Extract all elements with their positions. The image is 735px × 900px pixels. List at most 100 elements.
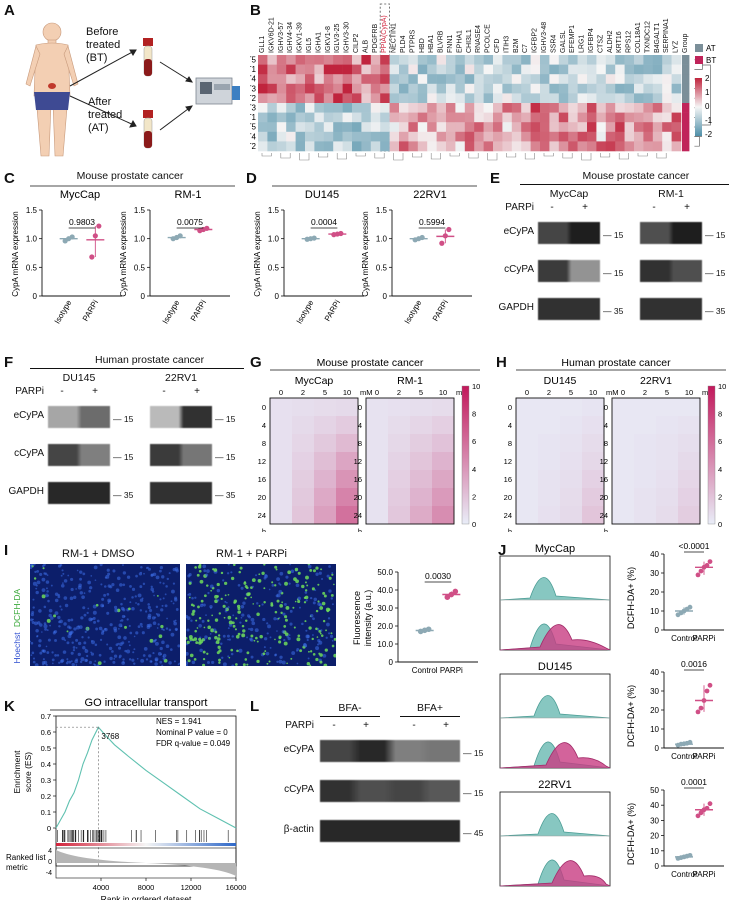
heatmap-cell (560, 398, 583, 417)
heatmap-cell (538, 506, 561, 525)
heatmap-cell (605, 83, 616, 94)
heatmap-cell (446, 131, 456, 142)
group-cell (682, 131, 690, 142)
panel-letter-j: J (498, 542, 507, 559)
cell-dot (277, 617, 280, 620)
cell-dot (227, 606, 230, 609)
heatmap-cell (511, 74, 522, 85)
cell-dot (262, 617, 266, 622)
x-tick-label: PARPi (431, 298, 450, 323)
cell-dot (151, 616, 156, 620)
heatmap-cell (538, 398, 561, 417)
cell-dot (283, 625, 287, 628)
cell-dot (99, 564, 103, 567)
cell-dot (31, 651, 35, 655)
x-tick-label: Control (412, 666, 438, 675)
heatmap-cell (427, 131, 437, 142)
heatmap-cell (624, 55, 635, 65)
cell-dot (293, 626, 296, 629)
heatmap-cell (483, 141, 494, 152)
heatmap-cell (568, 112, 578, 123)
y-tick-label: 40 (650, 668, 659, 677)
dendrogram-branch (336, 153, 347, 160)
cell-dot (319, 606, 324, 610)
heatmap-cell (380, 103, 390, 113)
heatmap-cell (270, 434, 293, 453)
heatmap-cell (314, 74, 325, 85)
time-label: 4 (508, 421, 512, 430)
cell-dot (331, 603, 334, 606)
cell-dot (333, 583, 335, 586)
gene-label: IGKV1-8 (325, 26, 332, 53)
gene-label: GALSL (560, 30, 567, 53)
cell-dot (103, 660, 106, 663)
heatmap-cell (361, 131, 372, 142)
data-point (698, 568, 704, 574)
heatmap-cell (493, 103, 503, 113)
cell-dot (123, 597, 126, 601)
plus-label: + (194, 386, 200, 397)
cell-dot (263, 637, 268, 641)
heatmap-cell (605, 55, 616, 65)
group-cell (682, 83, 690, 94)
heatmap-cell (605, 74, 616, 85)
heatmap-cell (596, 103, 607, 113)
gene-label: TXNDC12 (644, 21, 651, 53)
cell-dot (330, 632, 333, 635)
cell-dot (34, 663, 39, 666)
y-axis-label-top-1: Enrichment (12, 750, 22, 794)
heatmap-cell (436, 103, 447, 113)
y-axis-label-2: intensity (a.u.) (363, 590, 373, 647)
cell-dot (320, 577, 324, 580)
heatmap-cell (305, 141, 315, 152)
flow-histogram-control (499, 695, 611, 719)
heatmap-cell (295, 64, 306, 75)
heatmap-cell (624, 64, 635, 75)
heatmap-cell (502, 112, 513, 123)
blot-row-label: GAPDH (8, 486, 44, 497)
heatmap-cell (671, 83, 682, 94)
dendrogram-branch (581, 153, 592, 161)
heatmap-cell (612, 506, 635, 525)
color-scale-tick: 4 (718, 465, 722, 474)
heatmap-cell (323, 55, 334, 65)
metric-tick-label: 4 (48, 848, 52, 855)
heatmap-cell (432, 452, 455, 471)
gene-label: ALDH2 (607, 30, 614, 53)
heatmap-cell (568, 64, 578, 75)
heatmap-cell (493, 83, 503, 94)
heatmap-cell (582, 416, 605, 435)
heatmap-cell (464, 74, 475, 85)
x-tick-label: PARPi (693, 870, 716, 879)
heatmap-cell (560, 452, 583, 471)
heatmap-cell (568, 93, 578, 104)
cell-dot (48, 608, 53, 613)
gene-label: LYZ (673, 40, 680, 53)
shorts-icon (34, 92, 70, 110)
heatmap-cell (436, 93, 447, 104)
cell-dot (235, 617, 238, 620)
data-point (707, 559, 713, 564)
cell-dot (156, 613, 161, 617)
blot-row-label: β-actin (283, 824, 314, 835)
heatmap-cell (295, 131, 306, 142)
heatmap-cell (493, 122, 503, 133)
heatmap-cell (258, 93, 268, 104)
cell-dot (263, 587, 266, 590)
image-label-parpi: RM-1 + PARPi (216, 548, 288, 560)
heatmap-cell (336, 452, 359, 471)
heatmap-cell (540, 141, 550, 152)
cell-dot (148, 654, 152, 658)
heatmap-cell (596, 131, 607, 142)
heatmap-cell (558, 103, 569, 113)
heatmap-cell (446, 112, 456, 123)
y-tick-label: 0.6 (41, 728, 51, 737)
cell-dot (75, 647, 78, 649)
cell-dot (200, 599, 204, 603)
cell-dot (129, 601, 132, 604)
cell-dot (297, 596, 302, 601)
cell-dot (77, 641, 82, 646)
heatmap-cell (540, 103, 550, 113)
cell-dot (230, 571, 233, 574)
cell-dot (189, 637, 193, 641)
